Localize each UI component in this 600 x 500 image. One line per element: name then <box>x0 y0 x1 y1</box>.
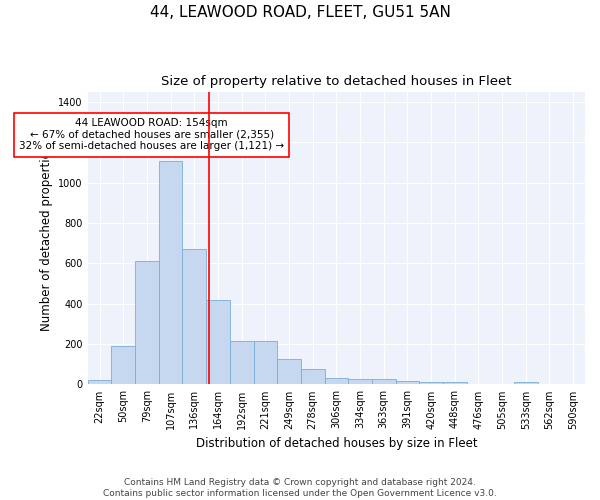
Bar <box>206 300 230 384</box>
Text: 44, LEAWOOD ROAD, FLEET, GU51 5AN: 44, LEAWOOD ROAD, FLEET, GU51 5AN <box>149 5 451 20</box>
Y-axis label: Number of detached properties: Number of detached properties <box>40 145 53 331</box>
Bar <box>135 262 159 384</box>
Text: 44 LEAWOOD ROAD: 154sqm
← 67% of detached houses are smaller (2,355)
32% of semi: 44 LEAWOOD ROAD: 154sqm ← 67% of detache… <box>19 118 284 152</box>
Bar <box>514 382 538 384</box>
Text: Contains HM Land Registry data © Crown copyright and database right 2024.
Contai: Contains HM Land Registry data © Crown c… <box>103 478 497 498</box>
Bar <box>348 379 372 384</box>
Title: Size of property relative to detached houses in Fleet: Size of property relative to detached ho… <box>161 75 512 88</box>
Bar <box>395 382 419 384</box>
Bar <box>112 346 135 385</box>
Bar <box>254 341 277 384</box>
Bar <box>301 370 325 384</box>
Bar <box>159 160 182 384</box>
Bar <box>277 359 301 384</box>
Bar <box>325 378 348 384</box>
Bar <box>419 382 443 384</box>
Bar <box>88 380 112 384</box>
Bar <box>182 250 206 384</box>
Bar <box>443 382 467 384</box>
Bar <box>372 379 395 384</box>
X-axis label: Distribution of detached houses by size in Fleet: Distribution of detached houses by size … <box>196 437 477 450</box>
Bar <box>230 341 254 384</box>
